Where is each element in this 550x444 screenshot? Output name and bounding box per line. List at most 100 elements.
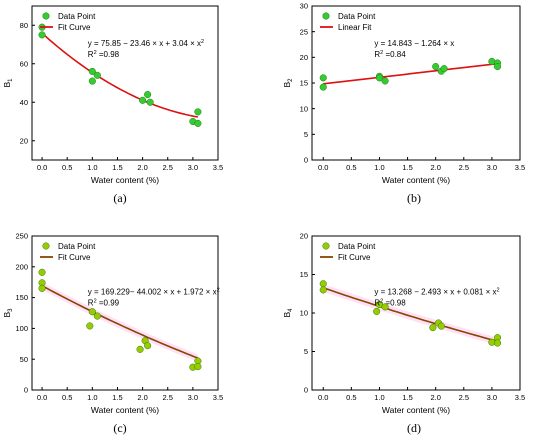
fit-curve (322, 287, 498, 343)
r-squared-value: =0.84 (383, 50, 406, 59)
fit-equation-body: y = 75.85 − 23.46 × x + 3.04 × x (88, 39, 201, 48)
data-point (429, 324, 437, 332)
x-tick-label: 3.5 (515, 393, 525, 402)
x-tick-label: 1.5 (402, 163, 412, 172)
r-squared-symbol: R (88, 50, 94, 59)
data-point (319, 286, 327, 294)
x-tick-label: 1.5 (112, 393, 122, 402)
y-tick-label: 100 (15, 324, 28, 333)
y-tick-label: 0 (24, 386, 28, 395)
x-tick-label: 0.5 (346, 393, 356, 402)
legend-item-data-point: Data Point (338, 242, 376, 251)
data-point (136, 345, 144, 353)
legend-item-fit: Fit Curve (58, 23, 91, 32)
legend-marker-swatch (322, 242, 330, 250)
fit-equation: y = 13.268 − 2.493 × x + 0.081 × x2 (374, 288, 499, 297)
y-axis-title: B3 (2, 308, 14, 318)
r-squared-value: =0.98 (383, 299, 406, 308)
y-tick-label: 15 (300, 270, 308, 279)
x-tick-label: 2.5 (459, 163, 469, 172)
x-axis-title: Water content (%) (382, 175, 450, 185)
data-point (38, 284, 46, 292)
x-tick-label: 3.0 (188, 163, 198, 172)
r-squared: R2 =0.98 (88, 50, 120, 59)
legend-item-data-point: Data Point (58, 12, 96, 21)
y-axis-title: B4 (282, 308, 294, 318)
r-squared: R2 =0.99 (88, 299, 120, 308)
chart-panel-2: 0.0 0.5 1.0 1.5 2.0 2.5 3.0 3.5 0 5 10 15 20 25 30 Wate… (282, 2, 525, 205)
data-point (144, 342, 152, 350)
x-tick-label: 3.5 (213, 393, 223, 402)
r-squared-value: =0.98 (97, 50, 120, 59)
y-tick-label: 20 (300, 232, 308, 241)
x-tick-label: 3.0 (188, 393, 198, 402)
x-tick-label: 3.0 (487, 163, 497, 172)
y-axis-title-main: B (2, 312, 12, 318)
panel-label: (b) (407, 191, 421, 205)
fit-equation-exponent: 2 (496, 288, 499, 294)
y-tick-label: 10 (300, 309, 308, 318)
data-point (319, 74, 327, 82)
y-tick-label: 0 (304, 156, 308, 165)
y-axis-title-subscript: 2 (288, 78, 294, 82)
y-tick-label: 5 (304, 347, 308, 356)
x-axis-title: Water content (%) (91, 175, 159, 185)
legend-item-data-point: Data Point (338, 12, 376, 21)
fit-equation-body: y = 169.229− 44.002 × x + 1.972 × x (88, 288, 217, 297)
y-tick-label: 150 (15, 293, 28, 302)
fit-equation-exponent: 2 (201, 39, 204, 45)
x-tick-label: 2.0 (137, 163, 147, 172)
x-tick-label: 2.5 (459, 393, 469, 402)
x-tick-label: 1.0 (374, 163, 384, 172)
data-point (88, 67, 96, 75)
x-axis-title: Water content (%) (91, 405, 159, 415)
y-tick-label: 250 (15, 232, 28, 241)
chart-panel-3: 0.0 0.5 1.0 1.5 2.0 2.5 3.0 3.5 0 50 100 150 200 250 W… (2, 232, 223, 435)
legend-marker-swatch (322, 12, 330, 20)
x-tick-label: 1.0 (374, 393, 384, 402)
y-axis-title-main: B (2, 82, 12, 88)
data-point (146, 98, 154, 106)
fit-curve (41, 32, 199, 118)
y-tick-label: 60 (20, 59, 28, 68)
y-axis-title-subscript: 1 (8, 78, 14, 82)
r-squared-exponent: 2 (380, 299, 383, 305)
x-tick-label: 0.5 (346, 163, 356, 172)
x-tick-label: 0.0 (318, 163, 328, 172)
fit-equation-body: y = 13.268 − 2.493 × x + 0.081 × x (374, 288, 496, 297)
x-tick-label: 0.5 (62, 393, 72, 402)
fit-curve (41, 285, 199, 359)
r-squared-exponent: 2 (94, 50, 97, 56)
x-axis-title: Water content (%) (382, 405, 450, 415)
y-axis-title-main: B (282, 82, 292, 88)
plot-frame (31, 235, 219, 391)
x-tick-label: 2.0 (430, 163, 440, 172)
y-tick-label: 10 (300, 104, 308, 113)
panel-label: (a) (113, 191, 126, 205)
panel-label: (c) (113, 421, 126, 435)
fit-equation: y = 14.843 − 1.264 × x (374, 39, 454, 48)
panel-label: (d) (407, 421, 421, 435)
x-tick-label: 1.0 (87, 393, 97, 402)
data-point (381, 77, 389, 85)
data-point (437, 322, 445, 330)
data-point (194, 119, 202, 127)
data-point (194, 363, 202, 371)
data-point (194, 108, 202, 116)
legend-marker-swatch (42, 242, 50, 250)
x-tick-label: 1.0 (87, 163, 97, 172)
fit-curve (323, 62, 498, 85)
y-axis-title-subscript: 4 (288, 308, 294, 312)
fit-equation-body: y = 14.843 − 1.264 × x (374, 39, 454, 48)
data-point (93, 312, 101, 320)
y-tick-label: 5 (304, 130, 308, 139)
legend-item-fit: Fit Curve (338, 253, 371, 262)
x-tick-label: 3.5 (515, 163, 525, 172)
x-tick-label: 0.0 (37, 393, 47, 402)
r-squared-symbol: R (88, 299, 94, 308)
r-squared-exponent: 2 (94, 299, 97, 305)
x-tick-label: 2.5 (163, 393, 173, 402)
data-point (440, 65, 448, 73)
y-tick-label: 200 (15, 262, 28, 271)
y-axis-title-main: B (282, 312, 292, 318)
